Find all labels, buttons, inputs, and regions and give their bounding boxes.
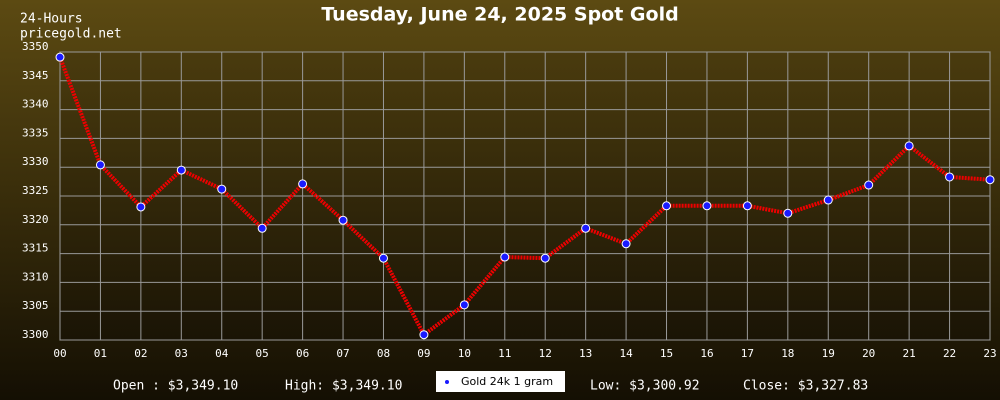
y-tick-label: 3315 bbox=[22, 242, 49, 255]
y-tick-label: 3300 bbox=[22, 328, 49, 341]
x-tick-label: 12 bbox=[539, 347, 552, 360]
x-tick-label: 08 bbox=[377, 347, 390, 360]
point bbox=[95, 160, 105, 170]
point bbox=[257, 223, 267, 233]
y-tick-label: 3305 bbox=[22, 299, 49, 312]
point bbox=[581, 223, 591, 233]
x-tick-label: 02 bbox=[134, 347, 147, 360]
x-tick-label: 09 bbox=[417, 347, 430, 360]
legend-label: Gold 24k 1 gram bbox=[461, 375, 553, 388]
footer-close: Close: $3,327.83 bbox=[743, 379, 868, 394]
point bbox=[459, 300, 469, 310]
y-tick-label: 3325 bbox=[22, 184, 49, 197]
x-tick-label: 18 bbox=[781, 347, 794, 360]
point bbox=[217, 184, 227, 194]
y-tick-label: 3345 bbox=[22, 69, 49, 82]
point bbox=[419, 330, 429, 340]
x-tick-label: 14 bbox=[619, 347, 633, 360]
x-tick-label: 01 bbox=[94, 347, 107, 360]
annotation: pricegold.net bbox=[20, 27, 122, 42]
x-tick-label: 23 bbox=[983, 347, 996, 360]
chart-title: Tuesday, June 24, 2025 Spot Gold bbox=[321, 4, 678, 26]
point bbox=[55, 52, 65, 62]
point bbox=[136, 202, 146, 212]
point bbox=[540, 253, 550, 263]
point bbox=[500, 252, 510, 262]
point bbox=[823, 195, 833, 205]
point bbox=[176, 165, 186, 175]
x-tick-label: 10 bbox=[458, 347, 471, 360]
legend-marker bbox=[445, 380, 449, 384]
point bbox=[904, 141, 914, 151]
point bbox=[338, 215, 348, 225]
y-tick-label: 3330 bbox=[22, 155, 49, 168]
point bbox=[985, 175, 995, 185]
footer-low: Low: $3,300.92 bbox=[590, 379, 700, 394]
y-tick-label: 3320 bbox=[22, 213, 49, 226]
y-tick-label: 3340 bbox=[22, 98, 49, 111]
point bbox=[662, 201, 672, 211]
x-tick-label: 19 bbox=[822, 347, 835, 360]
point bbox=[621, 239, 631, 249]
point bbox=[742, 201, 752, 211]
x-tick-label: 17 bbox=[741, 347, 754, 360]
x-tick-label: 11 bbox=[498, 347, 511, 360]
point bbox=[864, 180, 874, 190]
x-tick-label: 04 bbox=[215, 347, 229, 360]
line bbox=[58, 56, 991, 338]
x-tick-label: 13 bbox=[579, 347, 592, 360]
point bbox=[702, 201, 712, 211]
y-tick-label: 3310 bbox=[22, 270, 49, 283]
point bbox=[783, 208, 793, 218]
point bbox=[298, 179, 308, 189]
footer-open: Open : $3,349.10 bbox=[113, 379, 238, 394]
x-tick-label: 22 bbox=[943, 347, 956, 360]
point bbox=[378, 253, 388, 263]
x-tick-label: 06 bbox=[296, 347, 309, 360]
marks bbox=[55, 52, 995, 340]
annotation: 24-Hours bbox=[20, 12, 83, 27]
x-tick-label: 07 bbox=[336, 347, 349, 360]
legend-box bbox=[436, 371, 565, 392]
point bbox=[945, 172, 955, 182]
x-tick-label: 21 bbox=[903, 347, 916, 360]
x-tick-label: 03 bbox=[175, 347, 188, 360]
x-tick-label: 05 bbox=[256, 347, 269, 360]
x-tick-label: 00 bbox=[53, 347, 66, 360]
y-tick-label: 3335 bbox=[22, 126, 49, 139]
x-tick-label: 16 bbox=[700, 347, 713, 360]
x-tick-label: 15 bbox=[660, 347, 673, 360]
y-tick-label: 3350 bbox=[22, 40, 49, 53]
footer-high: High: $3,349.10 bbox=[285, 379, 402, 394]
grid: 3300 3305 3310 3315 3320 3325 3330 3335 3340 3345… bbox=[22, 40, 997, 360]
x-tick-label: 20 bbox=[862, 347, 875, 360]
